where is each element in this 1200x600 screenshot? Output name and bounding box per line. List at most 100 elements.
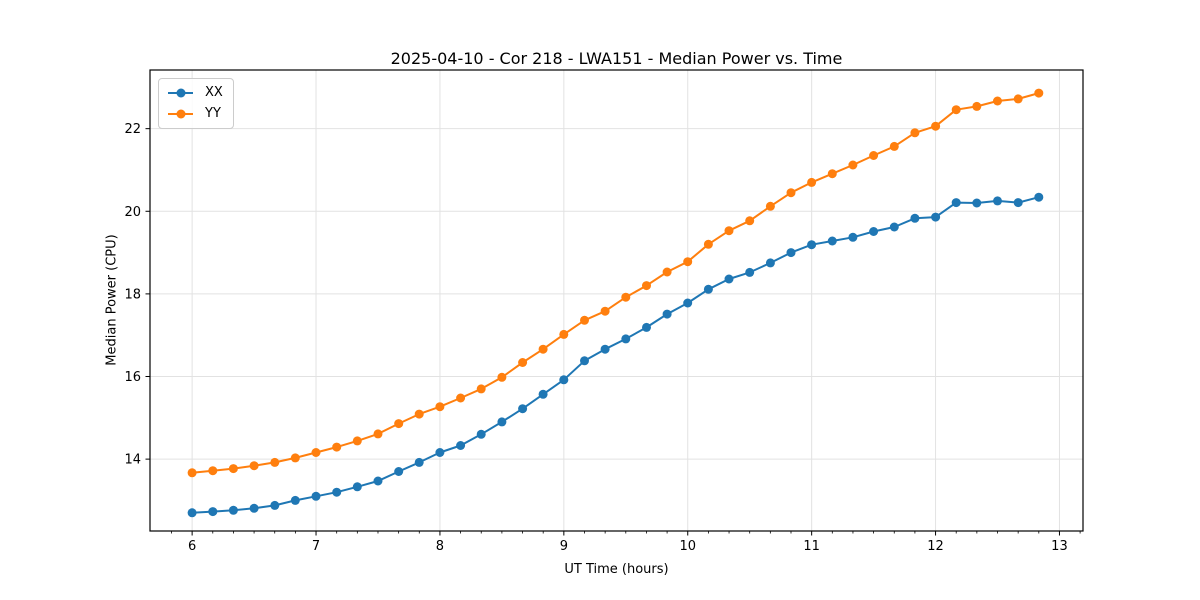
data-point-yy [765, 201, 775, 211]
axes-spines [149, 69, 1084, 532]
y-axis-label: Median Power (CPU) [104, 234, 120, 366]
data-point-xx [476, 429, 486, 439]
data-point-yy [352, 436, 362, 446]
data-point-yy [538, 344, 548, 354]
legend: XX YY [158, 78, 234, 129]
data-point-xx [642, 322, 651, 332]
x-axis-label: UT Time (hours) [564, 562, 669, 577]
data-point-yy [993, 96, 1002, 106]
data-point-yy [332, 442, 342, 452]
data-point-yy [394, 419, 404, 429]
data-point-yy [724, 226, 734, 236]
data-point-yy [497, 372, 507, 382]
data-point-xx [580, 356, 589, 366]
data-point-yy [435, 402, 445, 412]
data-point-xx [497, 417, 507, 427]
data-point-xx [1013, 198, 1023, 208]
data-point-xx [518, 404, 528, 414]
data-point-yy [889, 141, 899, 151]
legend-marker-xx-icon [176, 88, 185, 98]
data-point-xx [394, 467, 404, 476]
chart-title: 2025-04-10 - Cor 218 - LWA151 - Median P… [390, 49, 843, 68]
data-point-xx [352, 482, 362, 492]
data-point-yy [869, 151, 879, 160]
x-tick-label: 6 [188, 539, 196, 554]
data-point-yy [848, 160, 858, 170]
data-point-yy [456, 393, 466, 403]
legend-item-yy: YY [168, 105, 223, 123]
data-point-xx [187, 508, 197, 518]
data-point-yy [951, 105, 961, 115]
data-point-yy [228, 464, 238, 474]
data-point-yy [208, 466, 218, 476]
data-point-xx [559, 375, 569, 385]
x-tick-label: 11 [803, 539, 820, 554]
x-tick-label: 8 [436, 539, 444, 554]
data-point-xx [683, 298, 693, 308]
data-point-xx [249, 503, 259, 513]
data-point-xx [1034, 192, 1044, 202]
data-point-xx [270, 500, 280, 510]
data-point-xx [414, 457, 424, 467]
x-tick-label: 13 [1051, 539, 1068, 554]
y-tick-label: 14 [124, 453, 141, 468]
data-point-xx [332, 487, 342, 497]
data-point-xx [724, 274, 734, 284]
data-point-xx [786, 248, 796, 258]
x-tick-label: 12 [927, 539, 944, 554]
data-point-yy [1013, 94, 1023, 104]
data-point-yy [827, 169, 837, 179]
x-tick-label: 9 [560, 539, 568, 554]
x-tick-label: 10 [679, 539, 696, 554]
data-point-xx [228, 505, 238, 515]
data-point-yy [187, 468, 197, 478]
y-tick-label: 18 [124, 287, 141, 302]
data-point-xx [869, 227, 879, 236]
legend-line-sample-yy [168, 109, 193, 119]
data-point-xx [765, 258, 775, 268]
data-point-xx [290, 495, 300, 505]
data-point-xx [931, 212, 941, 222]
data-point-yy [745, 216, 755, 226]
data-point-yy [807, 177, 817, 187]
data-point-xx [600, 344, 610, 354]
data-point-xx [456, 441, 466, 450]
data-point-xx [373, 476, 383, 486]
y-tick-label: 22 [124, 122, 141, 137]
x-tick-label: 7 [312, 539, 320, 554]
data-point-yy [373, 429, 383, 439]
data-point-xx [662, 309, 672, 319]
data-point-yy [311, 448, 321, 457]
data-point-xx [807, 240, 817, 250]
y-tick-label: 20 [124, 205, 141, 220]
y-tick-label: 16 [124, 370, 141, 385]
data-point-yy [662, 267, 672, 277]
data-point-yy [290, 453, 300, 463]
data-point-xx [621, 334, 631, 344]
data-point-yy [621, 292, 631, 302]
data-point-xx [993, 196, 1002, 206]
data-point-xx [972, 198, 982, 208]
legend-label-yy: YY [205, 106, 221, 121]
data-point-xx [745, 267, 755, 277]
series-line-yy [191, 92, 1040, 474]
data-point-xx [951, 198, 961, 208]
data-point-yy [518, 358, 528, 367]
data-point-xx [538, 389, 548, 399]
data-point-yy [931, 121, 941, 131]
data-point-xx [435, 448, 445, 457]
data-point-yy [972, 101, 982, 111]
data-point-yy [580, 315, 589, 325]
legend-label-xx: XX [205, 85, 223, 100]
legend-item-xx: XX [168, 84, 223, 102]
data-point-yy [642, 281, 651, 291]
data-point-xx [208, 507, 218, 517]
data-point-yy [414, 409, 424, 419]
data-point-yy [703, 239, 713, 249]
data-point-xx [311, 491, 321, 501]
data-point-xx [827, 236, 837, 246]
data-point-xx [910, 213, 920, 223]
data-point-xx [889, 222, 899, 232]
